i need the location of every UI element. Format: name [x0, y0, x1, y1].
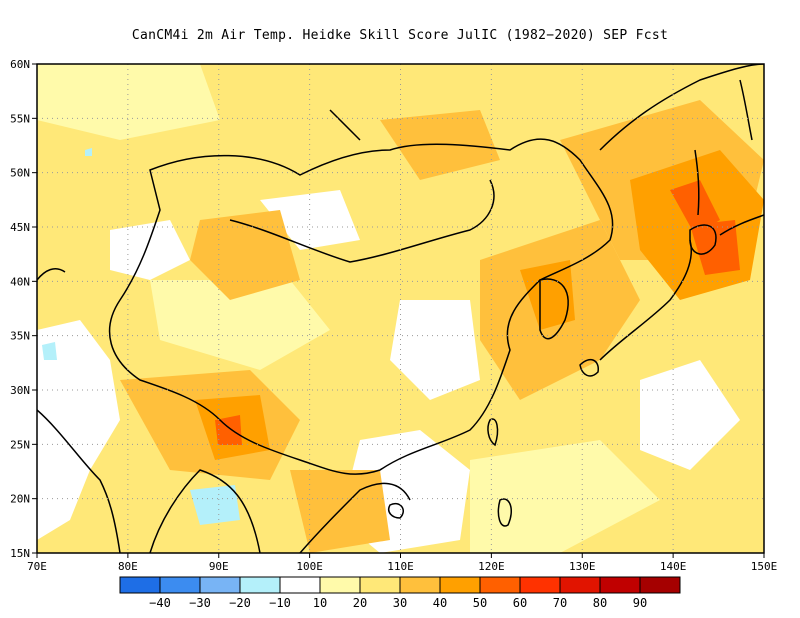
colorbar-label: −20 [229, 596, 251, 610]
field-yellow-north [37, 64, 220, 140]
colorbar-swatch [479, 576, 521, 594]
japan-honshu [599, 239, 692, 361]
colorbar-swatch [119, 576, 161, 594]
japan-hokkaido [689, 224, 717, 255]
colorbar-label: 10 [313, 596, 327, 610]
field-negative-india [190, 485, 240, 525]
colorbar-label: 50 [473, 596, 487, 610]
y-tick-label: 25N [10, 438, 30, 451]
x-axis: 70E 80E 90E 100E 110E 120E 130E 140E 150E [27, 553, 777, 573]
field-low-mongolia [110, 220, 190, 280]
chart-title: CanCM4i 2m Air Temp. Heidke Skill Score … [131, 28, 669, 43]
x-tick-label: 70E [27, 560, 47, 573]
y-tick-label: 35N [10, 330, 30, 343]
x-tick-label: 140E [660, 560, 687, 573]
field-low-india [37, 320, 120, 540]
colorbar-swatch [159, 576, 201, 594]
colorbar-label: 40 [433, 596, 447, 610]
colorbar-swatch [439, 576, 481, 594]
lake-baikal [329, 109, 361, 141]
colorbar-label: 20 [353, 596, 367, 610]
hainan [388, 503, 404, 519]
field-low-central [390, 300, 480, 400]
field-yellow-tibet [150, 280, 330, 370]
colorbar-label: −10 [269, 596, 291, 610]
korea-outline [539, 278, 569, 340]
colorbar-swatch [319, 576, 361, 594]
y-tick-label: 45N [10, 221, 30, 234]
colorbar-swatch [399, 576, 441, 594]
colorbar-swatch [239, 576, 281, 594]
field-orange-indochina [290, 470, 390, 553]
colorbar-label: −30 [189, 596, 211, 610]
sakhalin [694, 149, 700, 216]
colorbar-label: 80 [593, 596, 607, 610]
y-tick-label: 55N [10, 112, 30, 125]
colorbar-swatch [559, 576, 601, 594]
colorbar-swatch [199, 576, 241, 594]
colorbar-label: 30 [393, 596, 407, 610]
x-tick-label: 80E [118, 560, 138, 573]
mongolia-border [229, 179, 495, 263]
bay-of-bengal-coast [149, 469, 261, 553]
colorbar-swatch [639, 576, 681, 594]
field-yellow-south [470, 440, 660, 553]
colorbar-label: −40 [149, 596, 171, 610]
field-negative-tibet [85, 148, 92, 156]
field-red-sakhalin [670, 180, 720, 235]
taiwan [487, 418, 499, 447]
field-orange-west [190, 210, 300, 300]
coastlines [37, 64, 764, 553]
field-deep-orange-korea [520, 260, 575, 330]
colorbar: −40 −30 −20 −10 10 20 30 40 50 60 70 80 90 [119, 576, 681, 610]
field-low-pacific [640, 360, 740, 470]
grid-lines [37, 64, 764, 553]
kamchatka [739, 79, 753, 141]
china-outline [108, 138, 614, 475]
indochina-coast [299, 482, 411, 553]
x-tick-label: 110E [387, 560, 414, 573]
y-tick-label: 20N [10, 493, 30, 506]
colorbar-swatch [359, 576, 401, 594]
india-coast [37, 409, 121, 553]
y-tick-label: 40N [10, 275, 30, 288]
colorbar-swatch [279, 576, 321, 594]
kyushu [579, 358, 599, 377]
y-tick-label: 50N [10, 167, 30, 180]
x-tick-label: 90E [209, 560, 229, 573]
y-tick-label: 30N [10, 384, 30, 397]
colorbar-swatch [599, 576, 641, 594]
field-negative-west [42, 342, 57, 360]
kuril-islands [719, 214, 764, 236]
colorbar-label: 90 [633, 596, 647, 610]
x-tick-label: 130E [569, 560, 596, 573]
y-tick-label: 15N [10, 547, 30, 560]
colorbar-label: 70 [553, 596, 567, 610]
colorbar-label: 60 [513, 596, 527, 610]
x-tick-label: 120E [478, 560, 505, 573]
skill-field [37, 64, 764, 553]
x-tick-label: 150E [751, 560, 778, 573]
colorbar-swatch [519, 576, 561, 594]
field-orange-siberia [380, 110, 500, 180]
philippines [497, 498, 512, 527]
x-tick-label: 100E [296, 560, 323, 573]
y-axis: 15N 20N 25N 30N 35N 40N 45N 50N 55N 60N [10, 58, 37, 560]
caspian-region [37, 268, 66, 281]
russia-coast [599, 64, 764, 151]
y-tick-label: 60N [10, 58, 30, 71]
field-red-hokkaido [690, 220, 740, 275]
